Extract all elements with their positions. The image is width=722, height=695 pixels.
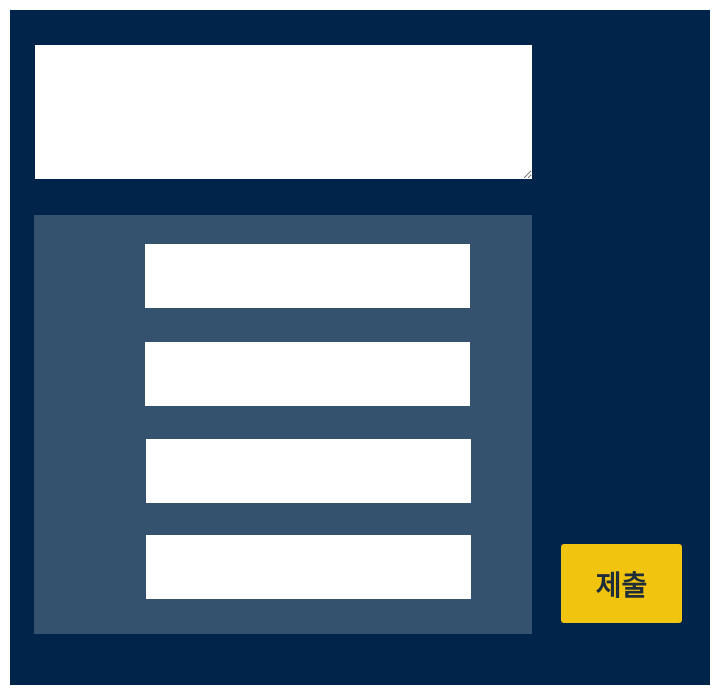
option-input-3[interactable] [146, 439, 471, 503]
submit-button[interactable]: 제출 [561, 544, 682, 623]
question-input[interactable] [35, 45, 532, 179]
option-input-2[interactable] [145, 342, 470, 406]
option-input-1[interactable] [145, 244, 470, 308]
form-container: 제출 [10, 10, 710, 685]
options-panel [34, 215, 532, 634]
option-input-4[interactable] [146, 535, 471, 599]
